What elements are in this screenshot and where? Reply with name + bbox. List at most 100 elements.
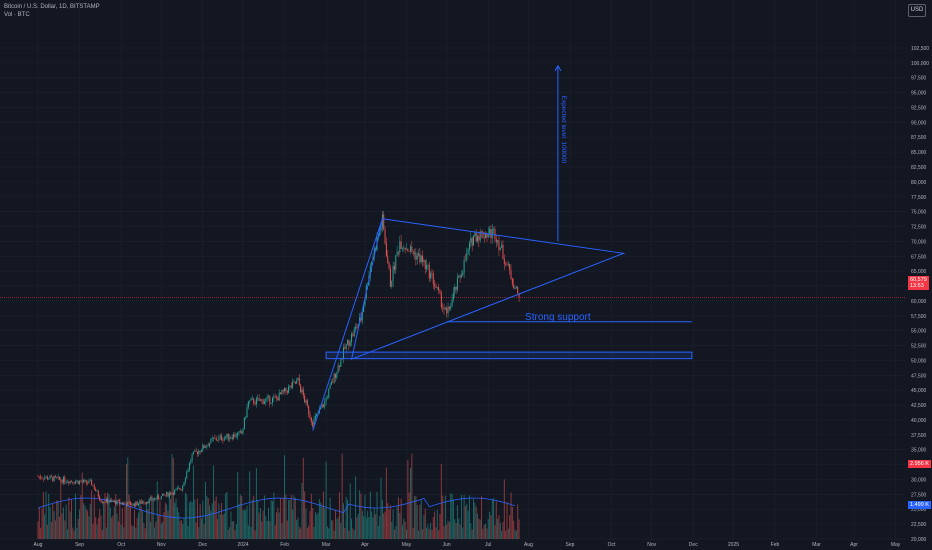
volume-bar	[242, 510, 244, 539]
candle-body	[397, 251, 399, 253]
volume-bar	[245, 510, 247, 539]
candle-body	[196, 451, 198, 455]
volume-bar	[360, 493, 362, 539]
volume-bar	[115, 494, 117, 539]
volume-bar	[309, 511, 311, 539]
candle-body	[325, 398, 327, 402]
candle-body	[490, 229, 492, 239]
price-tick-label: 45,000	[911, 388, 927, 394]
candle-body	[337, 365, 339, 373]
volume-bar	[397, 497, 399, 539]
volume-bar	[88, 516, 90, 539]
candle-body	[138, 503, 139, 506]
candle-body	[186, 472, 188, 479]
candle-body	[209, 443, 211, 447]
volume-bar	[345, 496, 347, 539]
volume-bar	[164, 502, 166, 539]
candle-body	[77, 480, 79, 484]
candle-body	[438, 287, 440, 291]
candle-body	[371, 261, 373, 266]
volume-bar	[391, 521, 393, 539]
volume-bar	[147, 509, 149, 539]
candle-body	[442, 307, 444, 308]
volume-bar	[450, 493, 452, 539]
volume-bar	[328, 528, 330, 539]
candle-body	[171, 492, 173, 495]
candle-body	[282, 390, 284, 392]
volume-bar	[262, 510, 264, 539]
candle-body	[265, 398, 267, 402]
candle-body	[132, 503, 134, 506]
volume-bar	[68, 497, 70, 539]
volume-bar	[85, 508, 87, 539]
volume-bar	[285, 494, 287, 539]
volume-bar	[127, 457, 129, 539]
volume-bar	[416, 504, 418, 539]
candle-body	[227, 433, 229, 440]
volume-bar	[73, 530, 75, 539]
volume-bar	[125, 464, 127, 539]
volume-bar	[60, 480, 62, 539]
volume-bar	[502, 521, 504, 539]
volume-bar	[37, 521, 39, 539]
candle-body	[140, 500, 142, 504]
volume-bar	[367, 510, 369, 539]
volume-bar	[430, 522, 432, 539]
candle-body	[135, 501, 137, 507]
price-tick-label: 20,000	[911, 537, 927, 543]
volume-bar	[57, 501, 59, 539]
candle-body	[116, 500, 118, 505]
volume-bar	[478, 518, 480, 539]
candle-body	[229, 437, 231, 440]
candle-body	[451, 299, 453, 307]
volume-bar	[239, 494, 241, 539]
currency-button[interactable]: USD	[908, 4, 926, 17]
volume-bar	[267, 507, 269, 539]
candle-body	[314, 416, 316, 420]
candle-body	[514, 288, 516, 289]
volume-bar	[199, 504, 201, 539]
candle-body	[290, 385, 292, 388]
candle-body	[238, 431, 240, 433]
candle-body	[356, 326, 358, 328]
volume-bar	[202, 500, 204, 539]
volume-bar	[170, 499, 172, 539]
price-tick-label: 90,000	[911, 120, 927, 126]
volume-bar	[399, 512, 401, 539]
price-tick-label: 95,000	[911, 91, 927, 97]
volume-bar	[223, 513, 225, 539]
volume-bar	[222, 514, 224, 539]
price-tick-label: 80,000	[911, 180, 927, 186]
volume-bar	[494, 525, 496, 539]
volume-bar	[403, 518, 405, 539]
volume-bar	[444, 495, 446, 539]
volume-bar	[428, 528, 430, 539]
candle-body	[293, 381, 295, 383]
candle-body	[50, 475, 52, 477]
candle-body	[255, 398, 257, 405]
candle-body	[198, 450, 200, 455]
volume-bar	[214, 500, 216, 539]
volume-bar	[434, 511, 436, 539]
volume-bar	[132, 526, 134, 539]
candle-body	[267, 395, 269, 397]
volume-bar	[495, 501, 497, 539]
candle-body	[235, 436, 237, 438]
volume-bar	[427, 524, 429, 539]
candle-body	[503, 258, 505, 264]
candle-body	[443, 307, 445, 310]
time-tick-label: Aug	[524, 542, 533, 548]
candle-body	[58, 476, 60, 480]
volume-bar	[56, 500, 58, 539]
volume-bar	[324, 508, 326, 539]
volume-bar	[45, 491, 47, 539]
candle-body	[436, 287, 438, 288]
candle-body	[176, 488, 178, 489]
volume-bar	[411, 453, 413, 539]
volume-bar	[471, 529, 473, 539]
volume-bar	[225, 493, 227, 539]
candle-body	[56, 477, 58, 478]
time-axis[interactable]: Aug Sep Oct Nov Dec 2024 Feb Mar Apr May Jun Jul Aug…	[34, 542, 932, 548]
volume-bar	[329, 497, 331, 539]
